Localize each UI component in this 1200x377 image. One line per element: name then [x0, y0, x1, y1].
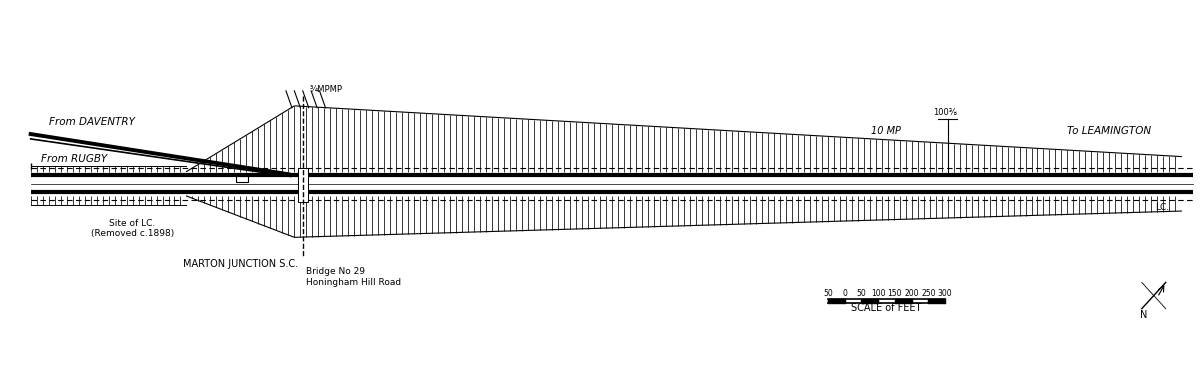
Text: 250: 250	[922, 289, 936, 298]
Text: 300: 300	[938, 289, 953, 298]
Text: Bridge No 29
Honingham Hill Road: Bridge No 29 Honingham Hill Road	[306, 267, 402, 287]
Text: ¾MPMP: ¾MPMP	[310, 85, 343, 94]
Text: From DAVENTRY: From DAVENTRY	[49, 116, 134, 127]
Text: 10 MP: 10 MP	[871, 126, 901, 136]
Text: SCALE of FEET: SCALE of FEET	[851, 303, 922, 313]
Text: To LEAMINGTON: To LEAMINGTON	[1068, 126, 1152, 136]
Bar	[235, 176, 247, 182]
Text: LC.: LC.	[1154, 203, 1169, 212]
Text: 100: 100	[871, 289, 886, 298]
Text: 200: 200	[905, 289, 919, 298]
Text: 100⅜: 100⅜	[934, 108, 958, 117]
Text: MARTON JUNCTION S.C.: MARTON JUNCTION S.C.	[182, 259, 298, 270]
Text: From RUGBY: From RUGBY	[42, 154, 108, 164]
Bar	[298, 168, 307, 202]
Text: 50: 50	[857, 289, 866, 298]
Text: N: N	[1140, 310, 1148, 320]
Text: 0: 0	[842, 289, 847, 298]
Text: Site of LC.
(Removed c.1898): Site of LC. (Removed c.1898)	[91, 219, 174, 238]
Text: 50: 50	[823, 289, 833, 298]
Text: 150: 150	[888, 289, 902, 298]
